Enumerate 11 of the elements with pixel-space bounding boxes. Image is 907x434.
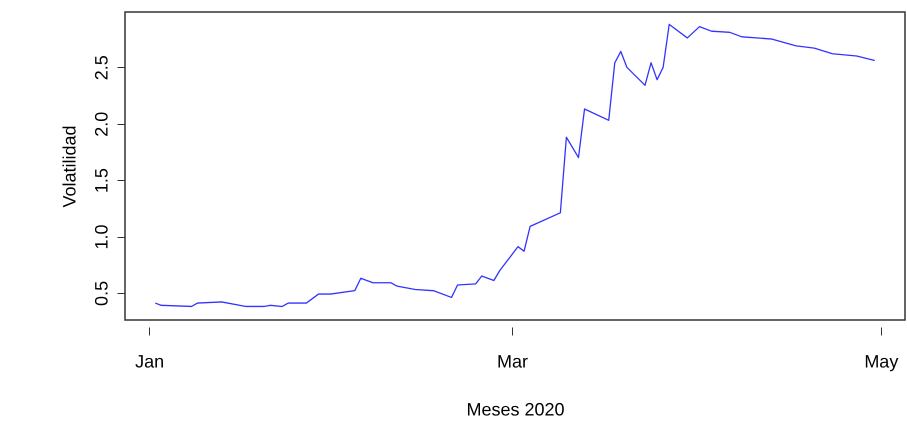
x-tick-label: May bbox=[864, 352, 898, 372]
line-series bbox=[154, 24, 876, 308]
x-axis-title: Meses 2020 bbox=[466, 400, 565, 420]
y-tick-label: 1.5 bbox=[92, 168, 112, 194]
y-tick-label: 2.5 bbox=[92, 55, 112, 80]
x-tick-label: Jan bbox=[135, 352, 164, 372]
y-tick-label: 1.0 bbox=[92, 224, 112, 250]
x-tick-label: Mar bbox=[496, 352, 528, 372]
y-tick-label: 0.5 bbox=[92, 280, 112, 306]
y-tick-label: 2.0 bbox=[92, 112, 112, 137]
y-axis-title: Volatilidad bbox=[60, 125, 80, 208]
